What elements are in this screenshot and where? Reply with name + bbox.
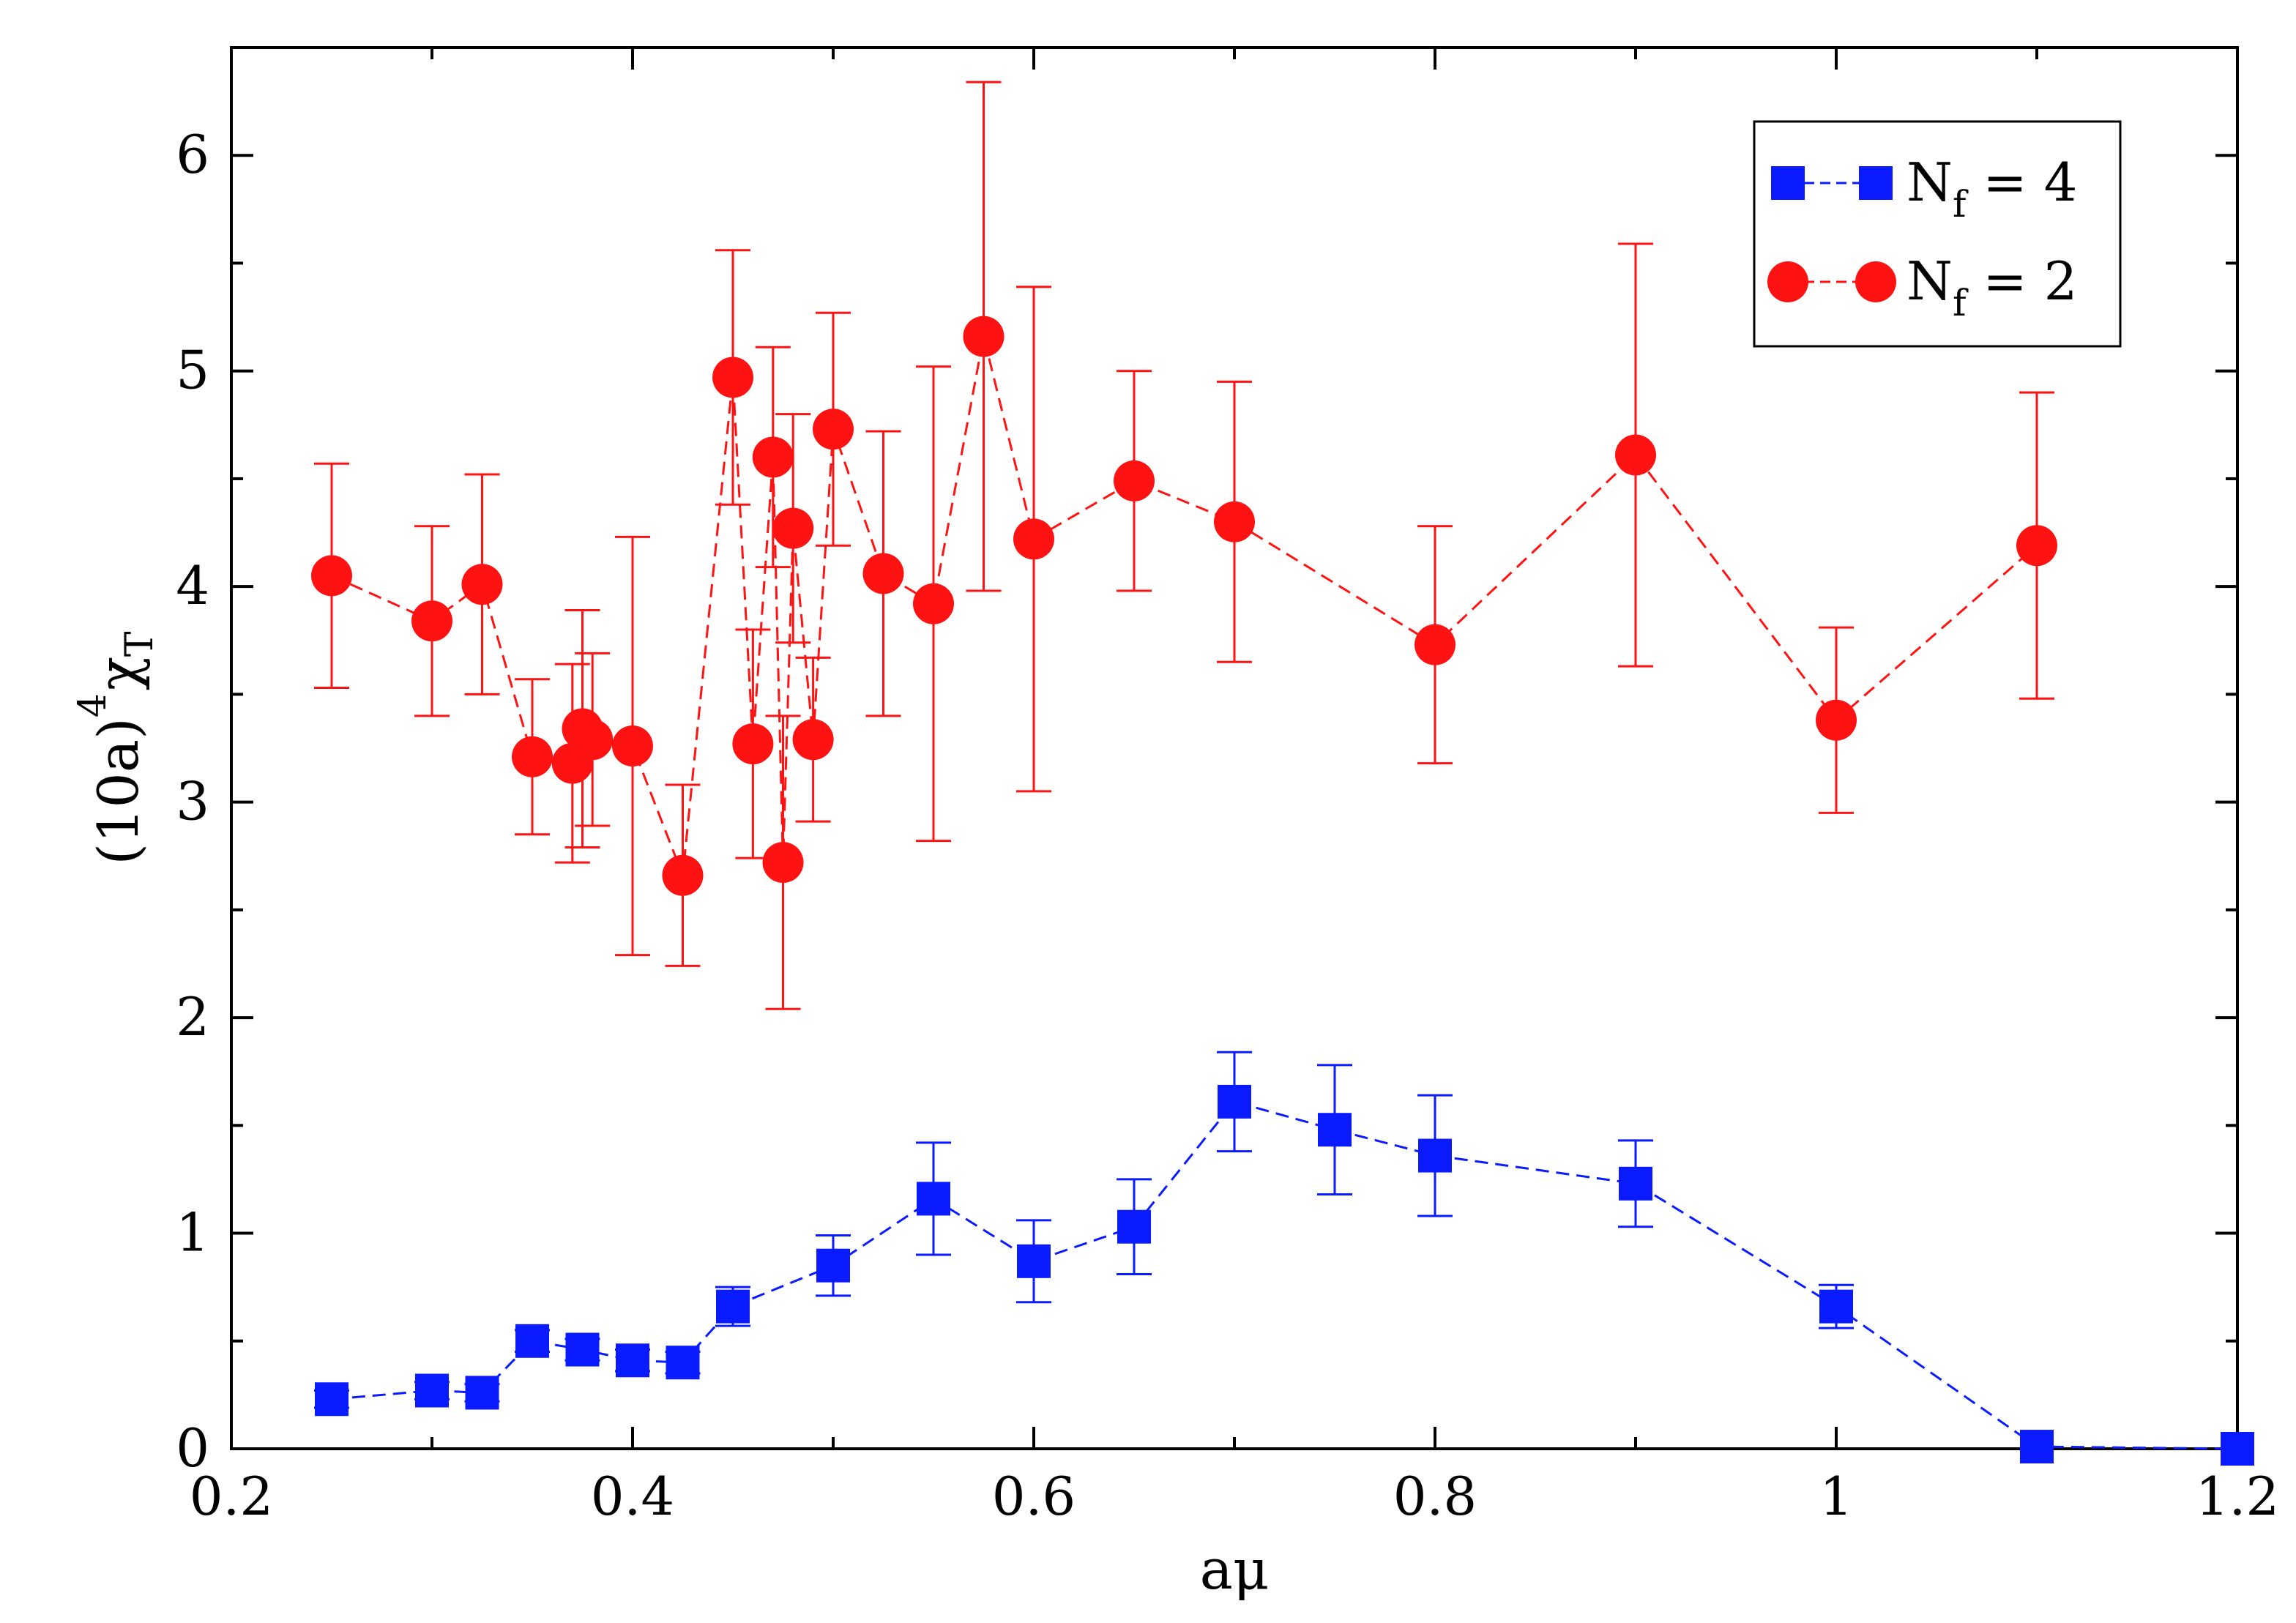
point-nf2 <box>963 316 1004 357</box>
legend: Nf = 4 Nf = 2 <box>1753 120 2122 348</box>
y-axis-label-subscript: T <box>118 631 162 657</box>
point-nf4 <box>917 1182 950 1216</box>
point-nf4 <box>816 1248 850 1283</box>
y-tick-label: 4 <box>176 555 209 616</box>
series-line-nf4 <box>331 1100 2238 1450</box>
point-nf4 <box>515 1324 549 1358</box>
point-nf4 <box>1418 1138 1452 1173</box>
point-nf2 <box>792 719 834 761</box>
point-nf4 <box>1819 1289 1853 1324</box>
point-nf4 <box>565 1332 600 1367</box>
x-tick-label: 0.4 <box>591 1466 675 1527</box>
point-nf2 <box>572 719 614 761</box>
point-nf4 <box>315 1382 348 1417</box>
point-nf2 <box>1816 699 1857 741</box>
point-nf2 <box>311 555 352 597</box>
point-nf2 <box>732 723 774 765</box>
y-tick-label: 1 <box>176 1202 209 1264</box>
point-nf4 <box>2020 1430 2054 1464</box>
y-axis-label-power: 4 <box>71 693 115 717</box>
y-tick-label: 0 <box>176 1417 209 1479</box>
point-nf2 <box>1214 501 1255 542</box>
y-axis-label-base: (10a) <box>86 717 151 865</box>
legend-marker-nf4 <box>1859 166 1893 200</box>
point-nf4 <box>666 1346 700 1380</box>
point-nf4 <box>616 1343 649 1378</box>
legend-label-nf4: Nf = 4 <box>1906 152 2077 225</box>
x-tick-label: 1.2 <box>2196 1466 2280 1527</box>
point-nf4 <box>465 1376 499 1410</box>
point-nf4 <box>1017 1244 1051 1278</box>
point-nf2 <box>411 600 452 642</box>
y-tick-label: 5 <box>176 340 209 401</box>
point-nf4 <box>1218 1084 1251 1119</box>
x-tick-label: 0.8 <box>1393 1466 1477 1527</box>
point-nf2 <box>461 564 503 605</box>
x-tick-label: 0.2 <box>190 1466 274 1527</box>
y-tick-label: 6 <box>176 124 209 185</box>
point-nf2 <box>813 408 854 450</box>
point-nf2 <box>662 854 704 896</box>
point-nf4 <box>415 1373 449 1408</box>
y-axis-label-symbol: χ <box>86 657 151 690</box>
point-nf4 <box>1318 1113 1352 1147</box>
legend-marker-nf2 <box>1767 261 1808 302</box>
point-nf2 <box>2016 525 2057 567</box>
x-tick-label: 1 <box>1819 1466 1853 1527</box>
point-nf2 <box>762 842 804 884</box>
series-line-nf2 <box>331 336 2038 876</box>
point-nf2 <box>512 736 553 777</box>
point-nf2 <box>712 357 753 398</box>
x-tick-label: 0.6 <box>992 1466 1076 1527</box>
legend-marker-nf4 <box>1771 166 1805 200</box>
legend-marker-nf2 <box>1855 261 1896 302</box>
point-nf4 <box>716 1289 750 1324</box>
point-nf2 <box>772 507 814 549</box>
point-nf4 <box>1619 1166 1652 1201</box>
point-nf4 <box>2221 1432 2254 1466</box>
point-nf2 <box>1114 460 1155 501</box>
point-nf2 <box>1414 624 1456 665</box>
legend-box <box>1753 120 2122 348</box>
legend-label-nf2: Nf = 2 <box>1906 250 2077 324</box>
error-bars <box>314 81 2054 1409</box>
point-nf2 <box>913 583 954 624</box>
point-nf2 <box>752 436 794 478</box>
point-nf2 <box>1615 434 1656 476</box>
x-axis-label: aμ <box>1200 1537 1270 1602</box>
point-nf2 <box>1013 518 1054 560</box>
series-lines <box>331 336 2238 1450</box>
point-nf2 <box>862 553 904 594</box>
point-nf4 <box>1117 1209 1151 1244</box>
y-tick-label: 2 <box>176 986 209 1048</box>
y-axis-label: (10a)4 χT <box>71 631 162 865</box>
y-tick-label: 3 <box>176 771 209 832</box>
tick-labels: 0.2 0.4 0.6 0.8 1 1.2 0 1 2 3 4 5 6 <box>176 124 2279 1527</box>
point-nf2 <box>612 725 653 767</box>
data-markers <box>311 316 2254 1466</box>
